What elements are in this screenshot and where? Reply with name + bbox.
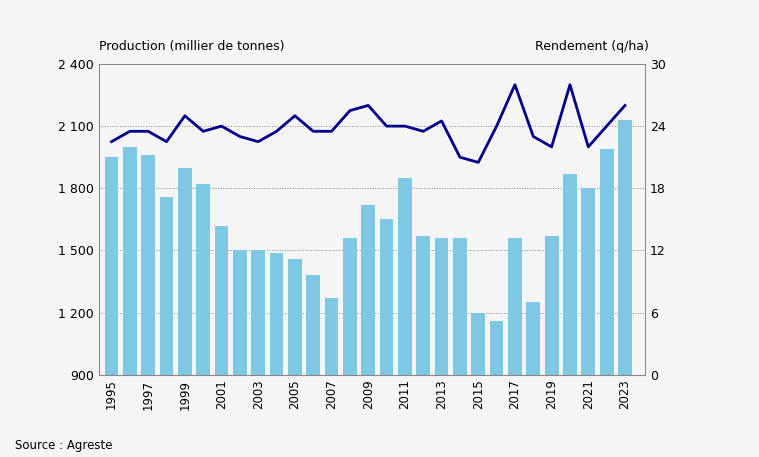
Text: Source : Agreste: Source : Agreste: [15, 440, 112, 452]
Bar: [361, 205, 375, 375]
Bar: [251, 250, 265, 375]
Bar: [545, 236, 559, 375]
Bar: [178, 168, 192, 375]
Bar: [527, 302, 540, 375]
Bar: [233, 250, 247, 375]
Bar: [600, 149, 613, 375]
Bar: [288, 259, 302, 375]
Bar: [618, 120, 631, 375]
Bar: [141, 155, 155, 375]
Text: Rendement (q/ha): Rendement (q/ha): [535, 40, 649, 53]
Text: Production (millier de tonnes): Production (millier de tonnes): [99, 40, 284, 53]
Bar: [490, 321, 503, 375]
Bar: [508, 238, 522, 375]
Bar: [563, 174, 577, 375]
Bar: [380, 219, 393, 375]
Bar: [453, 238, 467, 375]
Bar: [417, 236, 430, 375]
Bar: [269, 253, 283, 375]
Bar: [197, 184, 210, 375]
Bar: [105, 157, 118, 375]
Bar: [398, 178, 412, 375]
Bar: [435, 238, 449, 375]
Bar: [123, 147, 137, 375]
Bar: [471, 313, 485, 375]
Bar: [307, 275, 320, 375]
Bar: [325, 298, 339, 375]
Bar: [581, 188, 595, 375]
Bar: [343, 238, 357, 375]
Bar: [215, 226, 228, 375]
Bar: [159, 197, 173, 375]
